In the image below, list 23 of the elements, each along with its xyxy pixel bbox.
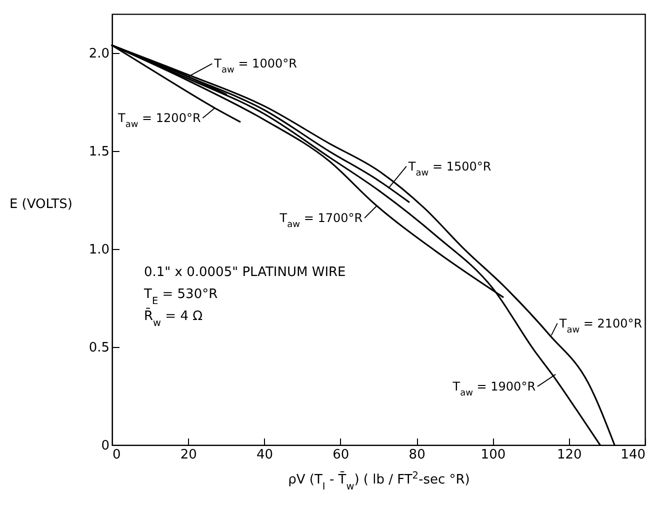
annotation: 0.1" x 0.0005" PLATINUM WIRE bbox=[144, 265, 346, 280]
x-tick-label: 100 bbox=[480, 448, 506, 462]
annotation: T$_{aw}$ = 1500°R bbox=[407, 159, 492, 178]
x-tick-label: 120 bbox=[556, 448, 582, 462]
x-tick-label: 0 bbox=[112, 448, 121, 462]
x-axis-title: ρV (T$_{I}$ - T̄$_{w}$) ( lb / FT$^{2}$-sec °R) bbox=[288, 470, 470, 492]
y-tick-label: 1.5 bbox=[88, 144, 110, 160]
annotation: T$_{aw}$ = 1900°R bbox=[452, 379, 536, 398]
annotation: T$_{aw}$ = 1000°R bbox=[213, 56, 297, 76]
y-tick-label: 2.0 bbox=[88, 46, 110, 62]
y-tick-label: 1.0 bbox=[88, 242, 110, 258]
x-tick-label: 80 bbox=[408, 448, 426, 462]
y-axis-title: E (VOLTS) bbox=[9, 197, 72, 212]
annotation: T$_{aw}$ = 1200°R bbox=[116, 111, 201, 130]
annotation: T$_{aw}$ = 2100°R bbox=[558, 316, 642, 336]
x-tick-label: 60 bbox=[332, 448, 350, 462]
annotation: R̄$_{w}$ = 4 Ω bbox=[144, 308, 203, 328]
y-tick-label: 0.5 bbox=[88, 340, 110, 356]
annotation: T$_{E}$ = 530°R bbox=[143, 287, 218, 306]
annotation: T$_{aw}$ = 1700°R bbox=[278, 210, 363, 230]
x-tick-label: 20 bbox=[180, 448, 197, 462]
x-tick-label: 40 bbox=[256, 448, 274, 462]
x-tick-label: 140 bbox=[620, 448, 646, 462]
